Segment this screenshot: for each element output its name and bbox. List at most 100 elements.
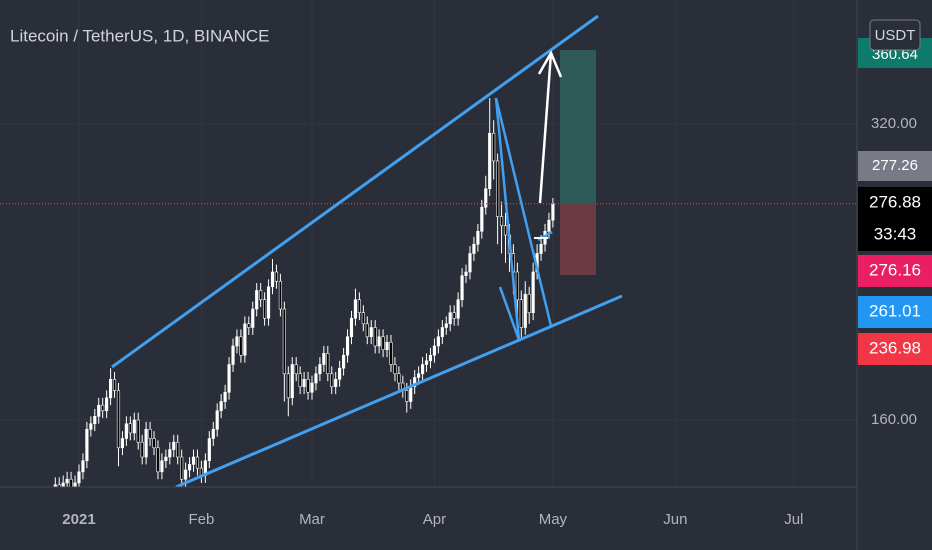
candle-body bbox=[231, 345, 235, 365]
candle-body bbox=[57, 484, 61, 487]
candle-body bbox=[290, 364, 294, 399]
candle-body bbox=[255, 290, 259, 310]
candle-body bbox=[440, 327, 444, 338]
candle-body bbox=[120, 438, 125, 449]
candle-body bbox=[496, 160, 500, 217]
candle-body bbox=[448, 312, 452, 325]
candle-body bbox=[65, 478, 69, 484]
candle-body bbox=[211, 428, 215, 439]
candle-body bbox=[195, 456, 200, 469]
candle-body bbox=[176, 441, 180, 458]
candle-body bbox=[235, 336, 239, 347]
candle-body bbox=[259, 290, 263, 301]
candle-body bbox=[515, 271, 519, 301]
arrow bbox=[538, 52, 553, 204]
candle-body bbox=[172, 441, 176, 450]
last-price-box bbox=[858, 187, 932, 251]
candle-body bbox=[377, 336, 381, 347]
candle-body bbox=[432, 345, 437, 356]
candle-body bbox=[361, 312, 365, 325]
x-tick-label: Feb bbox=[188, 511, 214, 528]
candle-body bbox=[334, 379, 338, 388]
candle-body bbox=[239, 336, 243, 356]
candle-body bbox=[464, 271, 468, 276]
candle-body bbox=[136, 419, 140, 443]
candle-body bbox=[342, 354, 346, 369]
candle-body bbox=[330, 373, 334, 388]
candle-body bbox=[85, 428, 89, 462]
x-tick-label: Jul bbox=[784, 511, 803, 528]
price-label: 277.26 bbox=[872, 157, 918, 174]
candle-body bbox=[219, 401, 223, 412]
candle-body bbox=[61, 482, 65, 487]
currency-button-box[interactable] bbox=[869, 19, 921, 51]
candle-body bbox=[420, 364, 425, 375]
y-tick-label: 160.00 bbox=[871, 411, 917, 428]
price-labels: 360.64 277.26 276.88 33:43 276.16 261.01… bbox=[858, 38, 932, 365]
x-tick-label: Jun bbox=[663, 511, 687, 528]
candle-body bbox=[456, 299, 460, 319]
candle-body bbox=[148, 428, 152, 439]
candle-body bbox=[318, 364, 322, 375]
candle-body bbox=[180, 456, 184, 480]
candle-body bbox=[302, 379, 306, 388]
price-label-box bbox=[858, 296, 932, 328]
candle-body bbox=[338, 367, 342, 380]
price-label: 236.98 bbox=[869, 338, 921, 357]
candle-body bbox=[405, 390, 409, 402]
currency-button[interactable]: USDT bbox=[869, 19, 921, 51]
candles bbox=[0, 98, 857, 487]
candle-body bbox=[314, 373, 318, 384]
candle-body bbox=[263, 299, 267, 319]
x-tick-label: May bbox=[539, 511, 568, 528]
candle-body bbox=[345, 336, 350, 356]
y-tick-label: 320.00 bbox=[871, 115, 917, 132]
candle-body bbox=[274, 271, 279, 282]
candle-body bbox=[124, 423, 128, 439]
candle-body bbox=[322, 353, 326, 365]
candle-body bbox=[243, 323, 247, 356]
candle-body bbox=[81, 460, 85, 473]
candle-body bbox=[424, 360, 429, 365]
candle-body bbox=[369, 327, 373, 338]
candle-body bbox=[531, 271, 535, 314]
candle-body bbox=[349, 317, 354, 338]
currency-button-label[interactable]: USDT bbox=[875, 27, 916, 44]
price-label-box bbox=[858, 333, 932, 365]
candle-body bbox=[112, 379, 117, 391]
candle-body bbox=[385, 342, 389, 351]
candle-body bbox=[105, 397, 109, 412]
candle-body bbox=[452, 312, 456, 319]
x-tick-label: Apr bbox=[423, 511, 446, 528]
candle-body bbox=[156, 447, 160, 473]
candle-body bbox=[53, 484, 57, 487]
candle-body bbox=[393, 364, 397, 375]
candle-body bbox=[73, 482, 77, 487]
candle-body bbox=[191, 456, 196, 465]
candle-body bbox=[207, 438, 211, 462]
candle-body bbox=[101, 404, 105, 412]
x-tick-label: Mar bbox=[299, 511, 325, 528]
profit-zone bbox=[560, 50, 596, 203]
candle-body bbox=[128, 423, 132, 434]
candle-body bbox=[381, 336, 385, 351]
countdown: 33:43 bbox=[874, 224, 917, 243]
candle-body bbox=[294, 364, 298, 375]
candle-body bbox=[436, 336, 440, 347]
grid bbox=[0, 0, 857, 487]
candle-body bbox=[306, 379, 310, 393]
candle-body bbox=[97, 404, 101, 417]
candle-body bbox=[89, 423, 93, 430]
candle-body bbox=[428, 354, 433, 362]
candle-body bbox=[227, 364, 231, 393]
candle-body bbox=[144, 428, 148, 458]
candle-body bbox=[488, 132, 492, 190]
candle-body bbox=[168, 449, 172, 458]
candle-body bbox=[310, 382, 314, 393]
candle-body bbox=[187, 464, 192, 471]
candle-body bbox=[69, 478, 73, 487]
candle-body bbox=[77, 471, 81, 484]
candle-body bbox=[223, 391, 227, 402]
candle-body bbox=[373, 327, 377, 347]
